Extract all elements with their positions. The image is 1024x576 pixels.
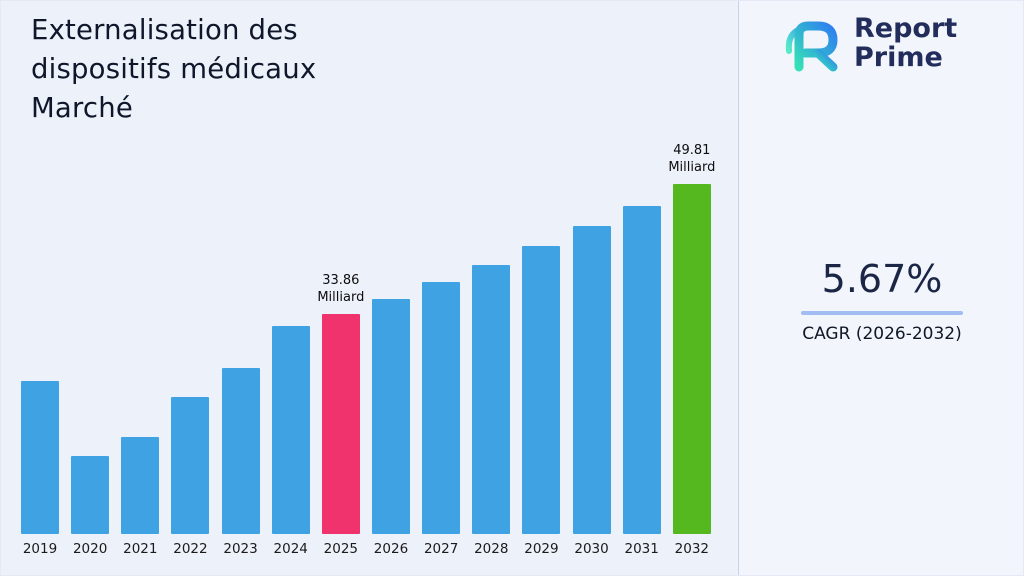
- annotation-2025: 33.86 Milliard: [317, 273, 365, 305]
- axis-label-2029: 2029: [524, 541, 559, 557]
- bar-group-2022: 2022: [171, 166, 210, 557]
- bar-group-2024: 2024: [271, 166, 310, 557]
- brand-name-line-1: Report: [854, 13, 958, 44]
- title-line-1: Externalisation des: [31, 14, 298, 46]
- page-title: Externalisation des dispositifs médicaux…: [31, 11, 316, 128]
- bar-group-2019: 2019: [21, 166, 59, 557]
- bar-2027: [422, 282, 461, 534]
- bar-2021: [121, 437, 160, 534]
- cagr-underline: [801, 311, 963, 315]
- bar-2029: [522, 246, 561, 534]
- axis-label-2032: 2032: [674, 541, 710, 557]
- bar-group-2023: 2023: [221, 166, 260, 557]
- bar-group-2026: 2026: [371, 166, 410, 557]
- title-line-3: Marché: [31, 92, 133, 124]
- bar-2024: [271, 326, 310, 534]
- axis-label-2027: 2027: [423, 541, 459, 557]
- annotation-2032: 49.81 Milliard: [668, 143, 716, 175]
- bar-group-2028: 2028: [472, 166, 511, 557]
- cagr-block: 5.67% CAGR (2026-2032): [739, 257, 1023, 344]
- axis-label-2025: 2025: [323, 541, 359, 557]
- axis-label-2028: 2028: [474, 541, 509, 557]
- axis-label-2026: 2026: [373, 541, 409, 557]
- bar-group-2030: 2030: [572, 166, 611, 557]
- brand-name: Report Prime: [854, 14, 957, 72]
- bar-2032: [672, 184, 711, 534]
- bar-group-2021: 2021: [121, 166, 160, 557]
- chart-area: Externalisation des dispositifs médicaux…: [1, 1, 738, 575]
- bar-plot: 2019 2020 2021 2022 2023 2024 33.86 Milliard 202…: [21, 143, 715, 557]
- cagr-value: 5.67%: [821, 257, 943, 301]
- axis-label-2023: 2023: [223, 541, 258, 557]
- bar-2026: [371, 299, 410, 534]
- bar-2019: [21, 381, 59, 534]
- right-panel: Report Prime 5.67% CAGR (2026-2032): [738, 1, 1023, 575]
- bar-group-2029: 2029: [522, 166, 561, 557]
- bar-group-2032: 49.81 Milliard 2032: [668, 143, 715, 557]
- bar-2031: [622, 206, 661, 534]
- axis-label-2024: 2024: [273, 541, 308, 557]
- bar-2030: [572, 226, 611, 534]
- bar-2025: [321, 314, 360, 534]
- bar-2028: [472, 265, 511, 534]
- title-line-2: dispositifs médicaux: [31, 53, 317, 85]
- bar-group-2025: 33.86 Milliard 2025: [317, 166, 364, 557]
- bar-2020: [71, 456, 110, 534]
- report-prime-logo: Report Prime: [777, 13, 957, 73]
- axis-label-2031: 2031: [624, 541, 659, 557]
- cagr-label: CAGR (2026-2032): [802, 324, 962, 344]
- report-prime-logo-icon: [785, 21, 838, 72]
- axis-label-2021: 2021: [123, 541, 158, 557]
- axis-label-2022: 2022: [173, 541, 208, 557]
- bar-group-2020: 2020: [71, 166, 110, 557]
- axis-label-2030: 2030: [574, 541, 609, 557]
- axis-label-2019: 2019: [22, 541, 58, 557]
- bar-2023: [221, 368, 260, 534]
- brand-name-line-2: Prime: [854, 42, 943, 73]
- bar-group-2031: 2031: [622, 166, 661, 557]
- axis-label-2020: 2020: [72, 541, 108, 557]
- bar-2022: [171, 397, 210, 534]
- bar-group-2027: 2027: [422, 166, 461, 557]
